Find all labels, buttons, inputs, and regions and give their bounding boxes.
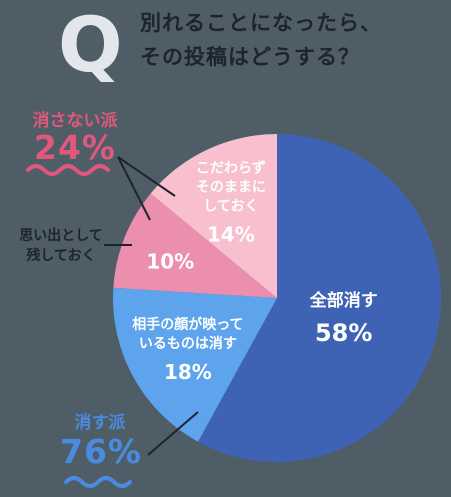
slice-value-label: 10% <box>146 250 194 274</box>
question-text: 別れることになったら、 その投稿はどうする？ <box>140 6 440 74</box>
pie-slice <box>150 134 277 298</box>
slice-label: しておく <box>203 199 258 215</box>
side-label-line-1: 思い出として <box>19 228 103 244</box>
delete-group-percent: 76% <box>60 432 142 471</box>
slice-label: 全部消す <box>309 290 378 311</box>
pie-slice <box>113 287 277 442</box>
q-mark: Q <box>58 0 123 89</box>
slice-value-label: 58% <box>315 319 372 347</box>
side-label-line-2: 残しておく <box>26 248 96 264</box>
side-label: 思い出として 残しておく <box>6 226 116 266</box>
slice-label: こだわらず <box>196 160 266 177</box>
question-line-1: 別れることになったら、 <box>140 11 382 35</box>
delete-group-title: 消す派 <box>74 413 126 433</box>
keep-group-bracket <box>117 156 176 197</box>
slice-label: そのままに <box>196 180 266 196</box>
slice-label: いるものは消す <box>139 335 237 352</box>
keep-group-bracket <box>117 156 151 221</box>
slice-value-label: 14% <box>207 223 255 247</box>
delete-squiggle <box>64 476 132 488</box>
keep-squiggle <box>26 164 110 176</box>
slice-value-label: 18% <box>164 360 212 384</box>
keep-group-percent: 24% <box>34 128 116 167</box>
delete-group-bracket <box>147 411 199 456</box>
slice-label: 相手の顔が映って <box>132 316 243 333</box>
keep-group-title: 消さない派 <box>32 111 118 131</box>
question-line-2: その投稿はどうする？ <box>140 45 360 69</box>
pie-slice <box>197 134 441 463</box>
pie-slice <box>113 193 278 298</box>
